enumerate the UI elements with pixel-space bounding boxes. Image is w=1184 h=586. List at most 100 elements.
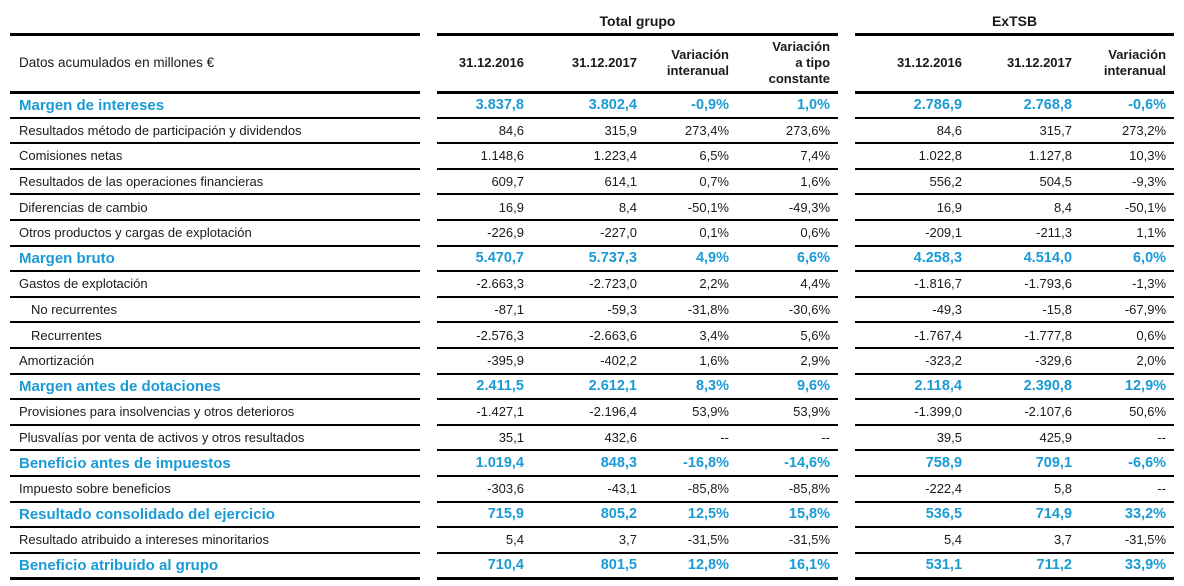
extsb-value: 504,5 xyxy=(970,168,1081,196)
data-row: Recurrentes -2.576,3 -2.663,6 3,4% 5,6% -1.76… xyxy=(10,322,1175,349)
row-label: Otros productos y cargas de explotación xyxy=(10,219,420,247)
extsb-value: -323,2 xyxy=(855,347,971,375)
total-grupo-value: -2.196,4 xyxy=(532,399,645,426)
section-gap xyxy=(838,143,855,169)
total-grupo-value: 715,9 xyxy=(437,501,532,529)
extsb-value: 50,6% xyxy=(1080,399,1175,426)
extsb-value: 709,1 xyxy=(970,450,1081,477)
extsb-value: 2,0% xyxy=(1080,347,1175,375)
row-label: Beneficio atribuido al grupo xyxy=(10,552,420,580)
section-gap xyxy=(420,348,437,374)
col-header-ex-2017: 31.12.2017 xyxy=(970,34,1081,94)
extsb-value: 1.022,8 xyxy=(855,143,971,170)
extsb-value: -49,3 xyxy=(855,296,971,324)
col-header-tg-var-interanual: Variación interanual xyxy=(645,34,737,94)
total-grupo-value: -227,0 xyxy=(532,219,645,247)
section-gap xyxy=(838,220,855,246)
row-label: Margen bruto xyxy=(10,245,420,273)
extsb-value: 8,4 xyxy=(970,194,1081,221)
total-grupo-value: -59,3 xyxy=(532,296,645,324)
total-grupo-value: -2.576,3 xyxy=(437,322,532,349)
data-row: Otros productos y cargas de explotación -… xyxy=(10,219,1175,247)
summary-row: Margen de intereses 3.837,8 3.802,4 -0,9% 1,… xyxy=(10,92,1175,119)
row-label: Recurrentes xyxy=(10,322,420,349)
total-grupo-value: -87,1 xyxy=(437,296,532,324)
data-row: Plusvalías por venta de activos y otros … xyxy=(10,424,1175,452)
section-gap xyxy=(838,118,855,144)
total-grupo-value: -49,3% xyxy=(737,194,839,221)
extsb-value: 536,5 xyxy=(855,501,971,529)
section-gap xyxy=(838,271,855,297)
total-grupo-value: 12,8% xyxy=(645,552,737,580)
total-grupo-value: -14,6% xyxy=(737,450,839,477)
extsb-value: 1,1% xyxy=(1080,219,1175,247)
extsb-value: 531,1 xyxy=(855,552,971,580)
total-grupo-value: -303,6 xyxy=(437,475,532,503)
extsb-value: 3,7 xyxy=(970,527,1081,554)
section-gap xyxy=(420,322,437,348)
section-gap xyxy=(420,92,437,118)
extsb-value: 273,2% xyxy=(1080,117,1175,145)
total-grupo-value: -43,1 xyxy=(532,475,645,503)
col-header-ex-var-interanual: Variación interanual xyxy=(1080,34,1175,94)
section-gap xyxy=(838,34,855,92)
data-row: Amortización -395,9 -402,2 1,6% 2,9% -323,2 -3… xyxy=(10,347,1175,375)
total-grupo-value: 0,1% xyxy=(645,219,737,247)
summary-row: Beneficio atribuido al grupo 710,4 801,5 12… xyxy=(10,552,1175,580)
data-row: Gastos de explotación -2.663,3 -2.723,0 2,2… xyxy=(10,271,1175,298)
summary-row: Beneficio antes de impuestos 1.019,4 848,3… xyxy=(10,450,1175,477)
section-gap xyxy=(838,297,855,323)
total-grupo-value: 2.411,5 xyxy=(437,373,532,401)
section-gap xyxy=(838,194,855,220)
extsb-value: -50,1% xyxy=(1080,194,1175,221)
extsb-value: 39,5 xyxy=(855,424,971,452)
row-label: Margen de intereses xyxy=(10,92,420,119)
total-grupo-value: 1.223,4 xyxy=(532,143,645,170)
financial-results-table: Total grupo ExTSB Datos acumulados en mi… xyxy=(10,4,1175,580)
total-grupo-value: 8,4 xyxy=(532,194,645,221)
extsb-value: -31,5% xyxy=(1080,527,1175,554)
total-grupo-value: 1,0% xyxy=(737,92,839,119)
data-row: Resultados de las operaciones financiera… xyxy=(10,168,1175,196)
extsb-value: 2.390,8 xyxy=(970,373,1081,401)
extsb-value: 12,9% xyxy=(1080,373,1175,401)
data-row: Provisiones para insolvencias y otros de… xyxy=(10,399,1175,426)
table-body: Margen de intereses 3.837,8 3.802,4 -0,9% 1,… xyxy=(10,92,1175,580)
section-gap xyxy=(420,34,437,92)
extsb-value: -67,9% xyxy=(1080,296,1175,324)
section-gap xyxy=(838,92,855,118)
total-grupo-value: -1.427,1 xyxy=(437,399,532,426)
total-grupo-value: 84,6 xyxy=(437,117,532,145)
total-grupo-value: 5.470,7 xyxy=(437,245,532,273)
total-grupo-value: -30,6% xyxy=(737,296,839,324)
row-label: Comisiones netas xyxy=(10,143,420,170)
section-gap xyxy=(420,527,437,553)
row-label: Resultados método de participación y div… xyxy=(10,117,420,145)
total-grupo-value: 2.612,1 xyxy=(532,373,645,401)
total-grupo-value: 609,7 xyxy=(437,168,532,196)
extsb-value: -209,1 xyxy=(855,219,971,247)
section-gap xyxy=(838,425,855,451)
extsb-value: -2.107,6 xyxy=(970,399,1081,426)
extsb-value: -- xyxy=(1080,475,1175,503)
section-gap xyxy=(420,553,437,579)
total-grupo-value: 3,7 xyxy=(532,527,645,554)
data-row: Resultado atribuido a intereses minorita… xyxy=(10,527,1175,554)
section-gap xyxy=(420,399,437,425)
total-grupo-value: 273,4% xyxy=(645,117,737,145)
section-gap xyxy=(420,169,437,195)
extsb-value: -211,3 xyxy=(970,219,1081,247)
row-label: Gastos de explotación xyxy=(10,271,420,298)
row-label: Beneficio antes de impuestos xyxy=(10,450,420,477)
group-header-blank xyxy=(10,4,420,36)
extsb-value: 2.786,9 xyxy=(855,92,971,119)
extsb-value: -- xyxy=(1080,424,1175,452)
section-gap xyxy=(420,220,437,246)
col-header-tg-2016: 31.12.2016 xyxy=(437,34,532,94)
total-grupo-value: 432,6 xyxy=(532,424,645,452)
total-grupo-value: 273,6% xyxy=(737,117,839,145)
summary-row: Margen bruto 5.470,7 5.737,3 4,9% 6,6% 4.258,… xyxy=(10,245,1175,273)
column-header-row: Datos acumulados en millones € 31.12.201… xyxy=(10,34,1175,94)
total-grupo-value: 12,5% xyxy=(645,501,737,529)
row-label: Margen antes de dotaciones xyxy=(10,373,420,401)
